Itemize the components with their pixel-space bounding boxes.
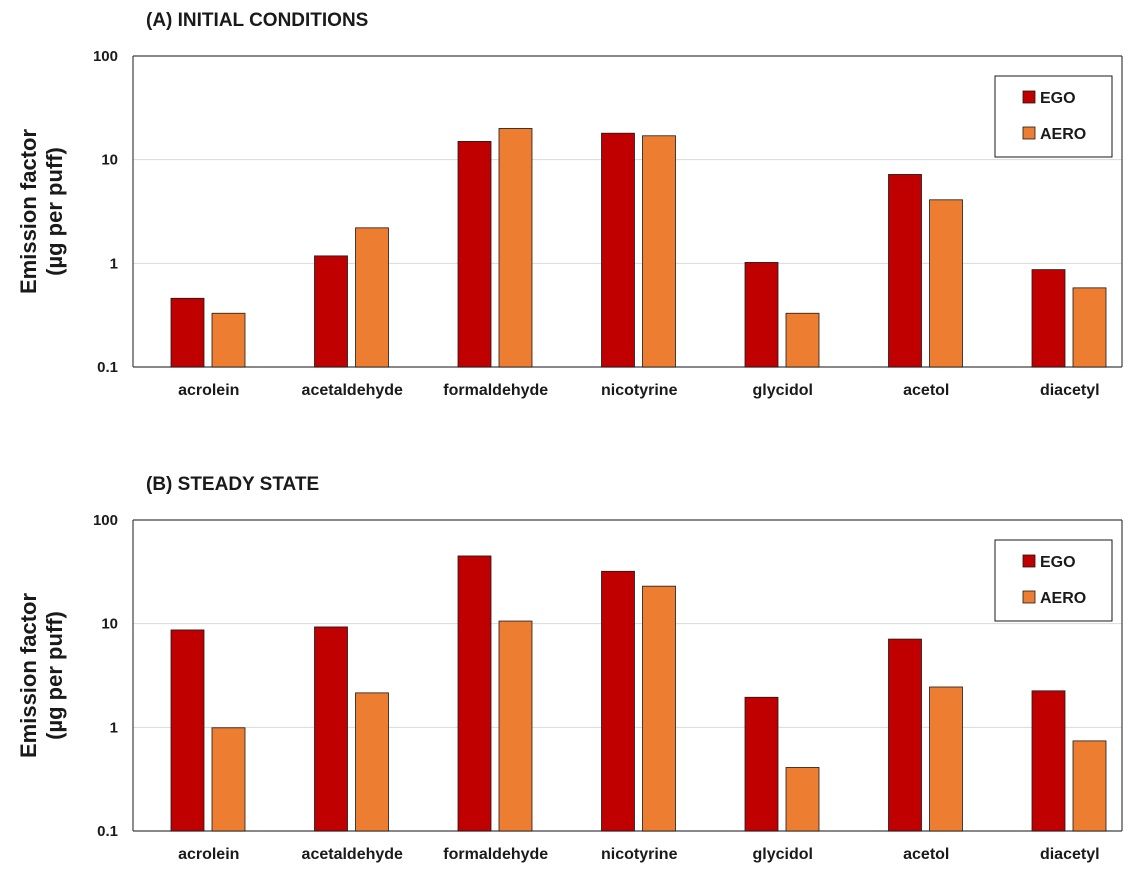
bar-aero-nicotyrine: [642, 135, 676, 368]
legend-box: [994, 75, 1113, 158]
bar-ego-nicotyrine: [601, 570, 635, 832]
y-axis-label: Emission factor: [16, 593, 41, 758]
bar-aero-diacetyl: [1072, 287, 1107, 368]
x-tick-label: nicotyrine: [601, 846, 678, 863]
x-tick-label: acetaldehyde: [302, 382, 403, 399]
y-tick-label: 0.1: [97, 359, 118, 376]
bar-ego-glycidol: [744, 696, 779, 832]
y-axis-label-unit: (µg per puff): [42, 147, 67, 276]
bar-aero-formaldehyde: [498, 620, 533, 832]
y-tick-label: 10: [101, 616, 118, 633]
bar-aero-acetol: [929, 686, 963, 832]
bar-ego-acetol: [888, 638, 922, 832]
legend-swatch-ego: [1022, 90, 1036, 104]
bar-aero-acetaldehyde: [355, 692, 389, 832]
x-tick-label: formaldehyde: [443, 846, 548, 863]
y-tick-label: 0.1: [97, 823, 118, 840]
bar-aero-nicotyrine: [642, 585, 676, 832]
bar-ego-acrolein: [170, 297, 205, 368]
bar-ego-acetaldehyde: [314, 626, 348, 832]
bar-aero-diacetyl: [1072, 740, 1107, 832]
chart-title: (A) INITIAL CONDITIONS: [146, 10, 368, 31]
bar-ego-diacetyl: [1031, 269, 1066, 368]
legend-swatch-ego: [1022, 554, 1036, 568]
bar-aero-glycidol: [785, 767, 820, 832]
x-tick-label: glycidol: [753, 846, 813, 863]
bar-ego-diacetyl: [1031, 690, 1066, 832]
y-tick-label: 100: [93, 512, 118, 529]
x-tick-label: acetaldehyde: [302, 846, 403, 863]
x-tick-label: acetol: [903, 846, 949, 863]
bar-ego-acrolein: [170, 629, 205, 832]
bar-aero-acetaldehyde: [355, 227, 389, 368]
x-tick-label: nicotyrine: [601, 382, 678, 399]
x-tick-label: acetol: [903, 382, 949, 399]
bar-aero-glycidol: [785, 312, 820, 368]
legend-label: EGO: [1040, 90, 1076, 107]
x-tick-label: acrolein: [178, 382, 239, 399]
legend-label: AERO: [1040, 126, 1086, 143]
chart-panel-a: (A) INITIAL CONDITIONS 0.1 1 10 100 Emission …: [16, 10, 1123, 399]
chart-panel-b: (B) STEADY STATE 0.1 1 10 100 Emission factor…: [16, 474, 1123, 863]
y-tick-label: 1: [110, 255, 118, 272]
legend-swatch-aero: [1022, 590, 1036, 604]
y-tick-label: 10: [101, 152, 118, 169]
bar-ego-nicotyrine: [601, 132, 635, 368]
bar-aero-formaldehyde: [498, 128, 533, 368]
bar-ego-glycidol: [744, 262, 779, 368]
bar-ego-acetol: [888, 174, 922, 368]
y-tick-label: 100: [93, 48, 118, 65]
legend-label: AERO: [1040, 590, 1086, 607]
bar-ego-formaldehyde: [457, 141, 492, 368]
x-tick-label: diacetyl: [1040, 382, 1100, 399]
y-axis-label: Emission factor: [16, 129, 41, 294]
bar-aero-acrolein: [211, 312, 246, 368]
x-tick-label: glycidol: [753, 382, 813, 399]
bar-aero-acetol: [929, 199, 963, 368]
y-axis-label-unit: (µg per puff): [42, 611, 67, 740]
legend-box: [994, 539, 1113, 622]
y-tick-label: 1: [110, 719, 118, 736]
chart-title: (B) STEADY STATE: [146, 474, 319, 495]
bar-ego-acetaldehyde: [314, 255, 348, 368]
x-tick-label: acrolein: [178, 846, 239, 863]
x-tick-label: formaldehyde: [443, 382, 548, 399]
bar-ego-formaldehyde: [457, 555, 492, 832]
bar-aero-acrolein: [211, 727, 246, 832]
legend-swatch-aero: [1022, 126, 1036, 140]
x-tick-label: diacetyl: [1040, 846, 1100, 863]
legend-label: EGO: [1040, 554, 1076, 571]
